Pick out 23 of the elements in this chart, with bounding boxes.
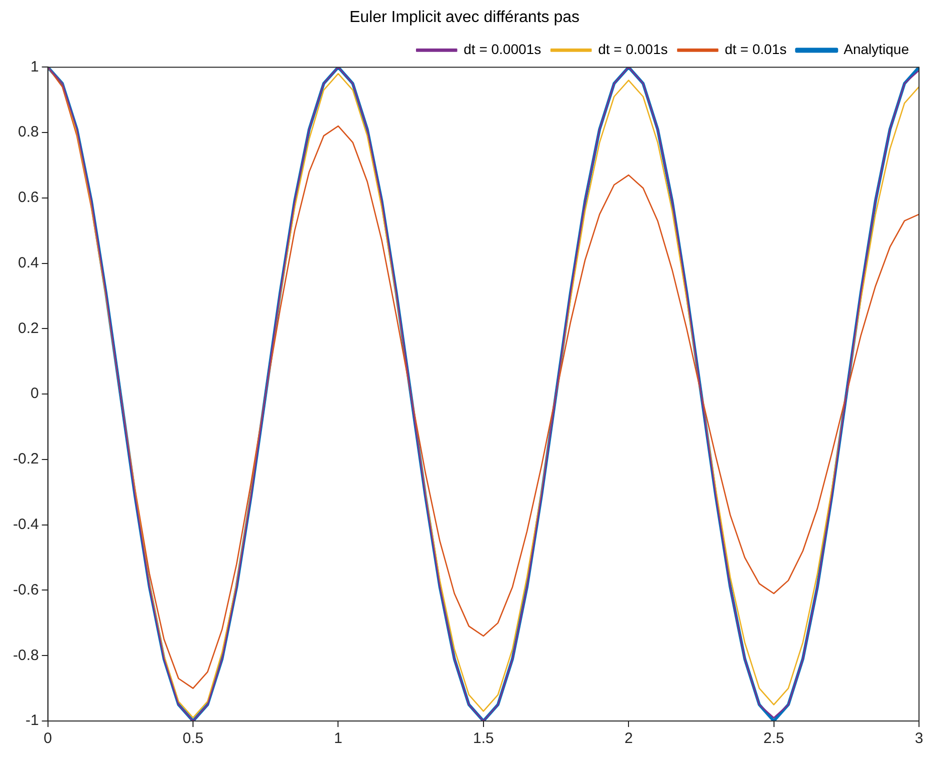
y-tick-label: 0.6	[18, 189, 39, 206]
y-tick-label: 0.8	[18, 124, 39, 141]
y-tick-label: -0.2	[12, 450, 39, 468]
x-tick-label: 1.5	[472, 730, 494, 748]
y-tick-label: 0.2	[18, 320, 39, 337]
y-tick-label: 0.4	[18, 254, 39, 272]
legend-label: dt = 0.01s	[724, 41, 787, 58]
x-tick-label: 1	[334, 730, 342, 748]
y-tick-label: -1	[26, 712, 39, 730]
legend-label: dt = 0.001s	[598, 41, 668, 58]
x-tick-label: 2.5	[763, 730, 784, 748]
chart-title: Euler Implicit avec différants pas	[349, 9, 580, 26]
x-tick-label: 3	[914, 730, 924, 748]
y-tick-label: -0.6	[12, 581, 39, 598]
y-tick-label: 1	[30, 58, 39, 76]
legend-label: dt = 0.0001s	[464, 41, 542, 58]
legend-label: Analytique	[844, 41, 910, 58]
x-tick-label: 0.5	[182, 730, 204, 748]
y-tick-label: 0	[30, 385, 39, 402]
y-tick-label: -0.4	[12, 516, 39, 533]
y-tick-label: -0.8	[12, 646, 39, 664]
x-tick-label: 0	[44, 730, 52, 748]
x-tick-label: 2	[624, 730, 633, 748]
